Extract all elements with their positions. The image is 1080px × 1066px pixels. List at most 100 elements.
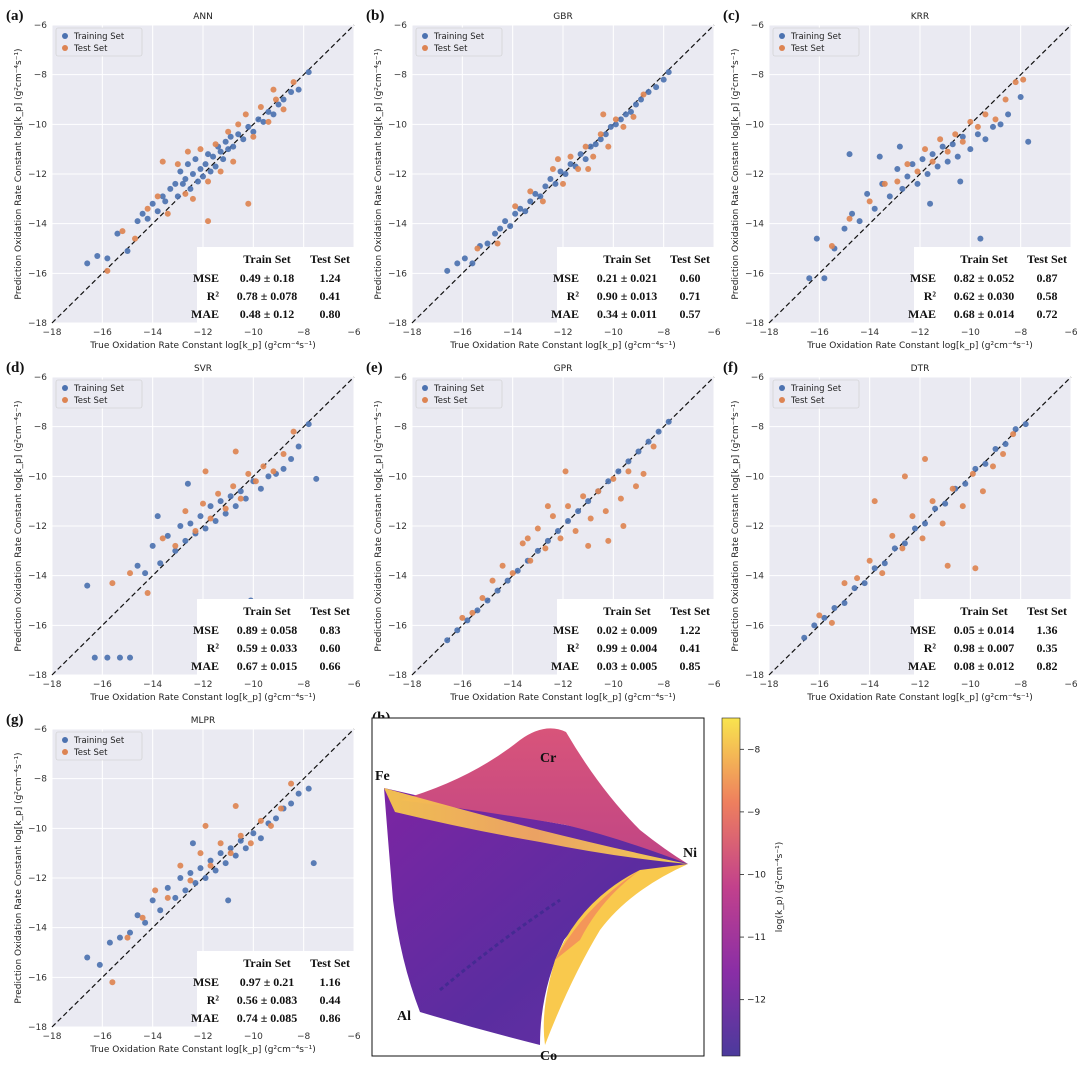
training-point [851,585,858,592]
training-point [992,446,999,453]
y-tick-label: −16 [28,269,47,279]
test-point [909,513,916,520]
test-point [205,218,212,225]
training-point [813,235,820,242]
test-point [459,614,466,621]
training-point [227,133,234,140]
training-point [177,168,184,175]
training-point [280,96,287,103]
test-point [270,86,277,93]
training-point [886,193,893,200]
training-point [202,875,209,881]
y-tick-label: −12 [388,170,407,180]
training-point [197,166,204,173]
test-point [184,148,191,155]
training-point [602,131,609,138]
x-tick-label: −8 [297,680,311,690]
x-tick-label: −10 [604,328,623,338]
test-point [1002,96,1009,103]
x-tick-label: −6 [1064,328,1078,338]
stats-row-label: MAE [191,1011,219,1025]
training-point [142,919,149,926]
training-point [275,101,282,108]
test-point [959,503,966,510]
x-tick-label: −6 [347,1032,361,1042]
x-tick-label: −6 [707,680,721,690]
training-point [217,498,224,505]
x-tick-label: −8 [1014,328,1028,338]
legend-label-training: Training Set [73,32,125,42]
stats-row-label: MAE [191,307,219,321]
training-point [225,146,232,153]
stats-train-value: 0.97 ± 0.21 [240,975,295,989]
x-tick-label: −14 [503,680,522,690]
test-point [144,590,151,597]
training-point [939,143,946,150]
training-point [250,830,257,837]
x-tick-label: −18 [760,328,779,338]
stats-table: Train Set Test Set MSE 0.05 ± 0.014 1.36 R² 0.… [908,599,1071,675]
test-point [119,228,126,235]
model-title: MLPR [191,716,215,726]
training-point [134,562,141,569]
test-point [225,128,232,135]
colorbar-tick-label: −11 [747,933,766,943]
training-point [172,547,179,554]
y-tick-label: −10 [28,120,47,130]
test-point [245,200,252,207]
test-point [585,166,592,173]
x-axis-label: True Oxidation Rate Constant log[k_p] (g… [449,341,676,351]
test-point [828,619,835,626]
training-point [232,503,239,510]
test-point [949,485,956,492]
training-point [919,156,926,163]
test-point [227,850,234,857]
x-tick-label: −10 [961,680,980,690]
legend-marker-test [422,397,428,403]
test-point [278,805,285,812]
ternary-cr-lobe [400,728,688,864]
test-point [640,91,647,98]
training-point [622,111,629,118]
test-point [937,136,944,143]
x-tick-label: −12 [194,680,213,690]
legend-marker-test [62,749,68,755]
test-point [605,537,612,544]
training-point [157,560,164,567]
training-point [305,785,312,792]
training-point [116,654,123,661]
training-point [245,123,252,130]
legend-label-test: Test Set [73,396,108,406]
training-point [205,151,212,158]
test-point [235,121,242,128]
training-point [187,520,194,527]
training-point [537,193,544,200]
training-point [189,840,196,847]
panel-gbr: −18−18 −16 −16 −14 −14 −12 −12 −10 −10 −8 −8 −6 −6 Tr… [366,8,721,351]
training-point [230,143,237,150]
training-point [954,153,961,160]
y-tick-label: −6 [394,373,408,383]
test-point [625,468,632,475]
training-point [217,850,224,857]
training-point [645,89,652,96]
training-point [821,614,828,621]
test-point [565,503,572,510]
training-point [182,175,189,182]
y-tick-label: −16 [745,621,764,631]
y-axis-label: Prediction Oxidation Rate Constant log[k… [374,400,384,651]
colorbar [721,717,741,1057]
legend-label-training: Training Set [433,384,485,394]
test-point [580,493,587,500]
training-point [585,498,592,505]
legend-marker-test [62,45,68,51]
training-point [575,508,582,515]
training-point [997,121,1004,128]
test-point [202,822,209,829]
x-tick-label: −10 [244,328,263,338]
x-tick-label: −16 [93,328,112,338]
legend-marker-training [422,385,428,391]
test-point [489,577,496,584]
stats-test-value: 0.35 [1037,641,1058,655]
test-point [172,542,179,549]
